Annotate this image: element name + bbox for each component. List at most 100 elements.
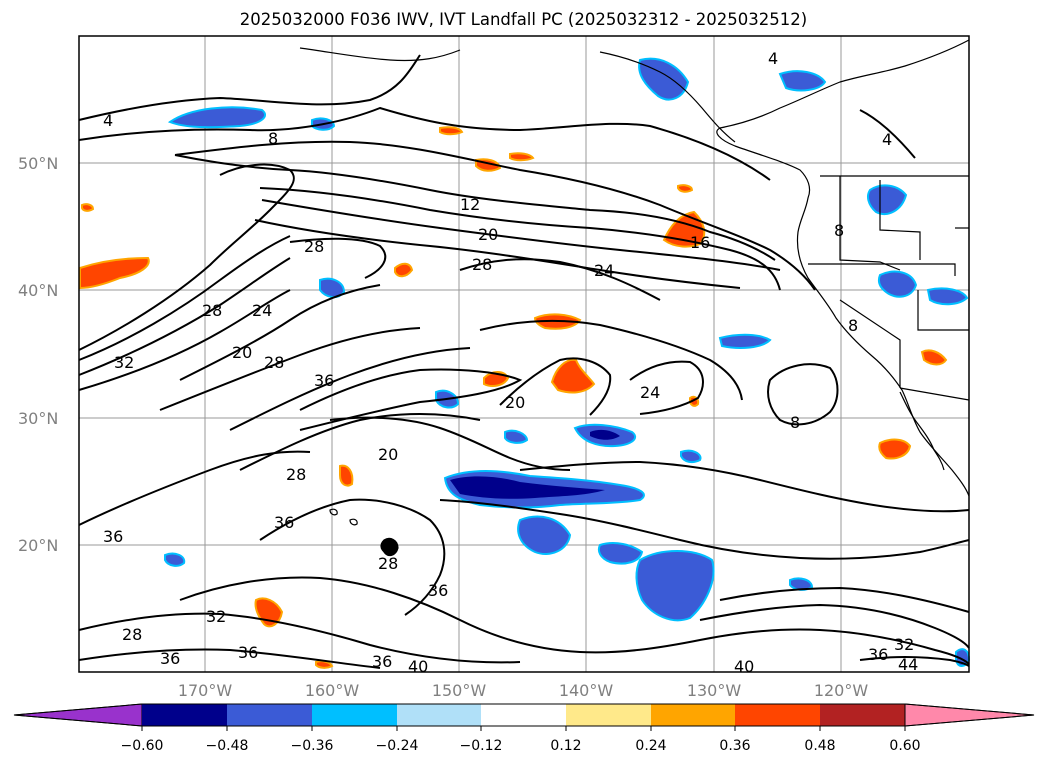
blue-patch-west-coast-1 [877,270,918,298]
colorbar: −0.60 −0.48 −0.36 −0.24 −0.12 0.12 0.24 … [13,703,1035,754]
contour-label: 36 [274,513,294,532]
lon-label-170w: 170°W [178,681,233,700]
contour-4-north [78,54,421,121]
contour-label: 28 [122,625,142,644]
contour-label: 24 [594,261,614,280]
colorbar-bin [312,704,397,726]
contour-label: 8 [848,316,858,335]
red-patch-socal [920,349,948,366]
contour-lower-band-2 [519,460,970,513]
coastline-hawaii-small-2 [329,508,338,516]
colorbar-bin [820,704,905,726]
contour-label: 40 [734,657,754,676]
coastline-hawaii-small-1 [349,518,358,526]
contour-label: 28 [304,237,324,256]
colorbar-tick-label: 0.60 [889,738,920,754]
blue-patch-ca-coast [718,333,772,349]
colorbar-tick-label: 0.48 [804,738,835,754]
contour-32-se [719,586,970,613]
blue-patch-small-6 [789,577,814,591]
contour-16 [259,187,781,291]
contour-label: 36 [238,643,258,662]
colorbar-bin [735,704,820,726]
contour-24-central [499,357,612,416]
red-patch-north-3 [394,262,414,278]
lat-label-40n: 40°N [18,281,58,300]
colorbar-bin [651,704,735,726]
contour-label: 28 [472,255,492,274]
coastline-north-america [716,39,970,497]
colorbar-bin [227,704,312,726]
contour-label: 24 [252,301,272,320]
lat-label-50n: 50°N [18,154,58,173]
border-state-5 [917,290,969,331]
contour-20-mid [479,319,743,401]
contour-label: 28 [378,554,398,573]
colorbar-tick-label: −0.12 [460,738,503,754]
red-patch-north-2 [439,126,464,136]
contour-label: 16 [690,233,710,252]
colorbar-bin [142,704,227,726]
contour-8-north [78,106,771,181]
red-patch-central-1 [550,358,596,394]
contour-28-mid [459,258,661,301]
contour-label: 8 [834,221,844,240]
contour-labels: 4 4 4 8 8 8 8 12 16 20 20 20 20 24 24 24… [103,49,918,676]
coastline-baja [899,391,945,471]
red-patch-small-a [677,184,694,193]
contour-36-loop [299,368,523,431]
contour-label: 20 [378,445,398,464]
lon-label-150w: 150°W [432,681,487,700]
colorbar-tick-label: 0.12 [550,738,581,754]
contour-lower-band-1 [439,499,970,560]
contour-28-west-a [78,235,291,361]
contour-label: 4 [768,49,778,68]
border-us-mexico [899,387,970,401]
contour-label: 36 [314,371,334,390]
contour-28-west-b [78,257,291,376]
contour-label: 8 [268,129,278,148]
contour-label: 20 [232,343,252,362]
contour-36-se [699,603,970,649]
contour-20-upper [261,199,781,271]
blue-patch-alaska-2 [778,70,827,92]
blue-patch-core-small [590,429,620,440]
contour-40-south [179,576,970,665]
contour-label: 28 [202,301,222,320]
contour-label: 36 [372,652,392,671]
ocean-background [79,36,969,672]
contour-36-lower [78,450,311,526]
colorbar-tick-label: −0.60 [121,738,164,754]
contour-28-mid-west [159,327,421,411]
contour-label: 20 [505,393,525,412]
colorbar-bin [481,704,566,726]
colorbar-extend-min [13,703,143,727]
contour-label: 36 [868,645,888,664]
colorbar-tick-label: −0.24 [376,738,419,754]
contour-32-west [78,163,295,351]
colorbar-extend-max [904,703,1035,727]
map-frame [78,35,970,673]
coastline-hawaii-big [380,537,399,557]
lat-label-20n: 20°N [18,536,58,555]
map-panel [78,35,971,673]
coastline-alaska-peninsula [299,47,461,62]
blue-patch-west-coast-3 [867,184,908,215]
red-patch-north-1 [509,152,535,162]
blue-patch-alaska [638,57,690,101]
contour-36-mid [229,347,471,431]
blue-patch-south-1 [517,515,572,555]
contour-24-right [629,360,704,415]
blue-patch-aleutian [167,106,266,129]
contour-label: 32 [206,607,226,626]
colorbar-tick-label: 0.36 [719,738,750,754]
contour-label: 24 [640,383,660,402]
contour-36-hawaii [259,498,446,616]
border-state-4 [839,299,901,388]
contour-20-west [179,284,381,381]
contour-44-se [859,656,970,667]
contour-label: 40 [408,657,428,676]
colorbar-ticks [141,726,906,731]
contour-label: 8 [790,413,800,432]
